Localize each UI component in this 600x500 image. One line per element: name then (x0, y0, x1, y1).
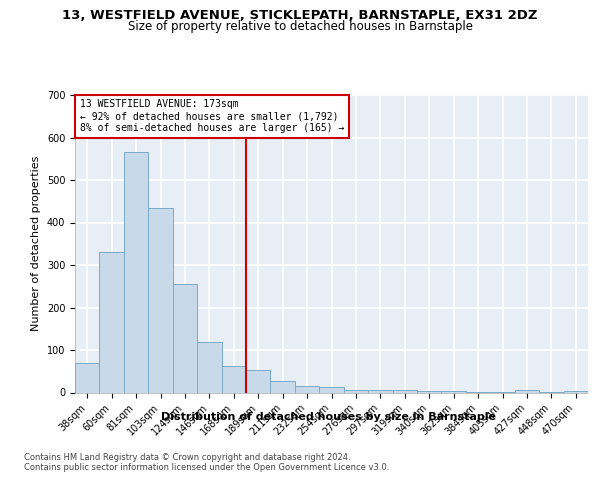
Bar (100, 252, 124, 392)
Bar (417, 391, 442, 392)
Bar (563, 391, 588, 392)
Bar (197, 342, 221, 392)
Bar (271, 380, 295, 392)
Bar (344, 390, 368, 392)
Bar (75, 363, 100, 392)
Bar (442, 391, 466, 392)
Text: 13 WESTFIELD AVENUE: 173sqm
← 92% of detached houses are smaller (1,792)
8% of s: 13 WESTFIELD AVENUE: 173sqm ← 92% of det… (80, 100, 344, 132)
Bar (392, 390, 417, 392)
Y-axis label: Number of detached properties: Number of detached properties (31, 156, 41, 332)
Bar (319, 388, 344, 392)
Bar (221, 366, 246, 392)
Text: Contains HM Land Registry data © Crown copyright and database right 2024.
Contai: Contains HM Land Registry data © Crown c… (24, 452, 389, 472)
Text: 13, WESTFIELD AVENUE, STICKLEPATH, BARNSTAPLE, EX31 2DZ: 13, WESTFIELD AVENUE, STICKLEPATH, BARNS… (62, 9, 538, 22)
Bar (246, 370, 271, 392)
Text: Distribution of detached houses by size in Barnstaple: Distribution of detached houses by size … (161, 412, 496, 422)
Bar (295, 386, 319, 392)
Bar (515, 390, 539, 392)
Bar (148, 208, 173, 392)
Text: Size of property relative to detached houses in Barnstaple: Size of property relative to detached ho… (128, 20, 473, 33)
Bar (368, 390, 392, 392)
Bar (173, 284, 197, 393)
Bar (124, 152, 148, 392)
